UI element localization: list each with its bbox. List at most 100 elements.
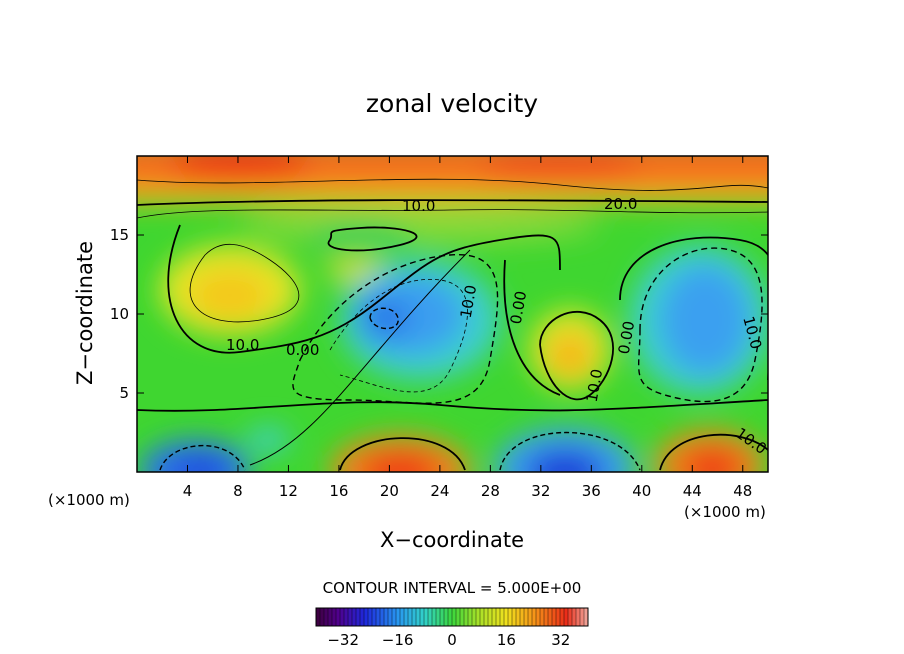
contour-label: 10.0 <box>226 336 259 354</box>
colorbar-cell <box>560 608 565 626</box>
colorbar-cell <box>336 608 341 626</box>
colorbar-cell <box>532 608 537 626</box>
contour-lines <box>137 178 768 471</box>
colorbar-cell <box>328 608 333 626</box>
x-axis-label: X−coordinate <box>380 528 524 552</box>
x-unit-left: (×1000 m) <box>48 491 130 509</box>
y-axis: 5 10 15 <box>110 226 768 402</box>
colorbar-cell <box>380 608 385 626</box>
colorbar-cell <box>372 608 377 626</box>
colorbar-cell <box>544 608 549 626</box>
colorbar-tick-label: 0 <box>447 631 457 649</box>
colorbar-cell <box>420 608 425 626</box>
colorbar-cell <box>424 608 429 626</box>
colorbar-cell <box>480 608 485 626</box>
x-tick-label: 24 <box>430 482 449 500</box>
colorbar-cell <box>564 608 569 626</box>
colorbar-cell <box>396 608 401 626</box>
colorbar-cell <box>436 608 441 626</box>
colorbar-cell <box>488 608 493 626</box>
colorbar-cell <box>364 608 369 626</box>
colorbar-cell <box>408 608 413 626</box>
contour-label: 0.00 <box>615 320 639 356</box>
colorbar-cell <box>576 608 581 626</box>
colorbar-tick-label: 32 <box>551 631 570 649</box>
colorbar-cell <box>356 608 361 626</box>
colorbar-cell <box>484 608 489 626</box>
x-tick-label: 16 <box>329 482 348 500</box>
colorbar-cell <box>472 608 477 626</box>
colorbar-cell <box>512 608 517 626</box>
colorbar-cell <box>324 608 329 626</box>
colorbar-cell <box>528 608 533 626</box>
contour-label: 20.0 <box>604 195 637 213</box>
colorbar-cell <box>404 608 409 626</box>
colorbar-cell <box>344 608 349 626</box>
colorbar-cell <box>448 608 453 626</box>
colorbar-cell <box>440 608 445 626</box>
colorbar-cell <box>516 608 521 626</box>
colorbar-cell <box>400 608 405 626</box>
contour-label: 10.0 <box>457 284 481 320</box>
x-tick-label: 32 <box>531 482 550 500</box>
colorbar-cell <box>508 608 513 626</box>
colorbar-cell <box>536 608 541 626</box>
y-axis-label: Z−coordinate <box>73 241 97 385</box>
colorbar-cell <box>416 608 421 626</box>
x-tick-label: 28 <box>481 482 500 500</box>
colorbar-cell <box>368 608 373 626</box>
colorbar-tick-label: 16 <box>497 631 516 649</box>
colorbar-cell <box>552 608 557 626</box>
contour-interval-text: CONTOUR INTERVAL = 5.000E+00 <box>323 579 582 597</box>
colorbar-cell <box>584 608 589 626</box>
x-tick-label: 12 <box>279 482 298 500</box>
contour-label: 0.00 <box>286 341 319 359</box>
x-tick-label: 8 <box>233 482 243 500</box>
colorbar-cell <box>556 608 561 626</box>
colorbar-cell <box>572 608 577 626</box>
colorbar-cell <box>452 608 457 626</box>
contour-label: 0.00 <box>507 290 531 326</box>
colorbar-cell <box>568 608 573 626</box>
colorbar-cell <box>580 608 585 626</box>
colorbar-cell <box>392 608 397 626</box>
colorbar-cell <box>492 608 497 626</box>
colorbar-cell <box>524 608 529 626</box>
contour-label: 10.0 <box>402 197 435 215</box>
colorbar-cell <box>496 608 501 626</box>
x-tick-label: 48 <box>733 482 752 500</box>
colorbar-cell <box>352 608 357 626</box>
y-tick-label: 5 <box>119 384 129 402</box>
colorbar-cell <box>500 608 505 626</box>
y-tick-label: 10 <box>110 305 129 323</box>
x-tick-label: 4 <box>183 482 193 500</box>
x-tick-label: 40 <box>632 482 651 500</box>
colorbar <box>315 607 589 627</box>
colorbar-frame <box>315 607 589 627</box>
colorbar-cell <box>412 608 417 626</box>
colorbar-cell <box>388 608 393 626</box>
chart-title: zonal velocity <box>366 89 538 118</box>
colorbar-ticks: −32 −16 0 16 32 <box>327 631 570 649</box>
x-axis: 4 8 12 16 20 24 28 32 36 40 44 48 <box>183 156 752 500</box>
colorbar-cell <box>316 608 321 626</box>
colorbar-cell <box>460 608 465 626</box>
contour-label: 10.0 <box>583 368 607 404</box>
colorbar-cell <box>476 608 481 626</box>
colorbar-cell <box>348 608 353 626</box>
colorbar-cell <box>520 608 525 626</box>
colorbar-cell <box>384 608 389 626</box>
velocity-field <box>137 156 768 472</box>
colorbar-cell <box>444 608 449 626</box>
colorbar-cell <box>432 608 437 626</box>
colorbar-cell <box>464 608 469 626</box>
colorbar-cell <box>320 608 325 626</box>
colorbar-cell <box>360 608 365 626</box>
colorbar-cell <box>468 608 473 626</box>
x-tick-label: 20 <box>380 482 399 500</box>
colorbar-tick-label: −32 <box>327 631 359 649</box>
colorbar-cell <box>428 608 433 626</box>
x-tick-label: 36 <box>582 482 601 500</box>
colorbar-tick-label: −16 <box>382 631 414 649</box>
y-tick-label: 15 <box>110 226 129 244</box>
